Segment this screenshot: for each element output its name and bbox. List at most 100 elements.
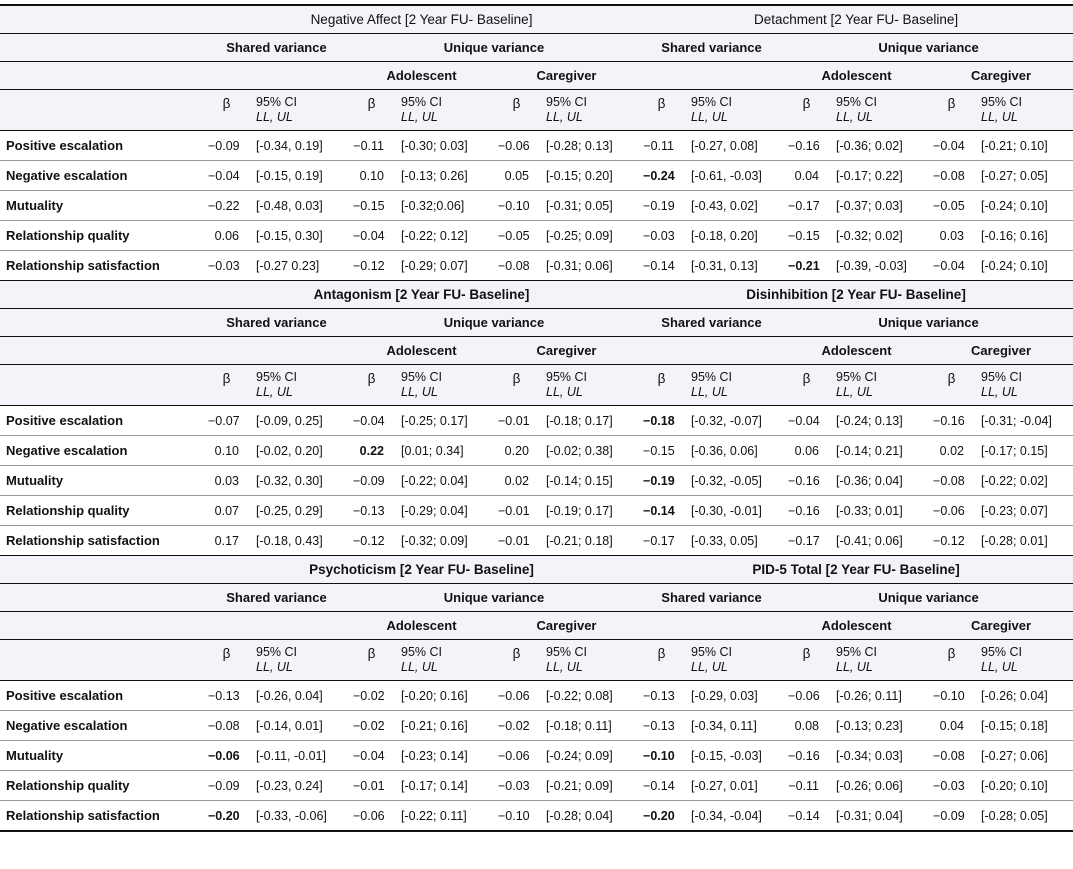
ci-llul-label: LL, UL <box>981 385 1018 399</box>
beta-value: −0.04 <box>929 250 975 281</box>
adolescent-header: Adolescent <box>784 611 930 640</box>
beta-value: −0.13 <box>349 495 394 526</box>
ci-value: [-0.32;0.06] <box>394 190 494 221</box>
beta-header: β <box>639 89 685 131</box>
beta-value: −0.04 <box>349 405 394 436</box>
beta-value: 0.10 <box>204 435 249 466</box>
beta-value: −0.16 <box>929 405 975 436</box>
beta-value: −0.06 <box>349 800 394 831</box>
beta-value: −0.21 <box>784 250 830 281</box>
ci-value: [-0.14; 0.21] <box>829 435 930 466</box>
ci-value: [-0.27; 0.05] <box>974 160 1073 191</box>
ci-value: [-0.02; 0.38] <box>539 435 640 466</box>
ci-value: [-0.15, 0.19] <box>249 160 349 191</box>
beta-value: −0.03 <box>494 770 539 801</box>
ci-value: [-0.31; -0.04] <box>974 405 1073 436</box>
panel-2: Antagonism [2 Year FU- Baseline] Disinhib… <box>0 280 1073 556</box>
ci-value: [-0.31, 0.13] <box>684 250 785 281</box>
beta-value: −0.19 <box>639 465 685 496</box>
ci-value: [-0.20; 0.16] <box>394 680 494 711</box>
ci-value: [-0.33, 0.05] <box>684 525 785 556</box>
ci-value: [-0.36; 0.04] <box>829 465 930 496</box>
row-label: Relationship quality <box>0 220 204 251</box>
beta-value: −0.15 <box>784 220 830 251</box>
beta-value: −0.14 <box>639 495 685 526</box>
stat-spacer <box>0 89 204 131</box>
row-label: Positive escalation <box>0 405 204 436</box>
ci-header-label: 95% CI <box>981 95 1023 109</box>
ci-value: [-0.33; 0.01] <box>829 495 930 526</box>
table-row: Relationship quality 0.07 [-0.25, 0.29] −0.… <box>0 495 1073 526</box>
ci-header: 95% CI LL, UL <box>684 89 785 131</box>
ci-value: [-0.19; 0.17] <box>539 495 640 526</box>
beta-value: −0.15 <box>639 435 685 466</box>
ci-value: [-0.28; 0.04] <box>539 800 640 831</box>
table-row: Relationship quality 0.06 [-0.15, 0.30] −0.… <box>0 220 1073 251</box>
ci-header: 95% CI LL, UL <box>684 639 785 681</box>
ci-header-label: 95% CI <box>981 370 1023 384</box>
caregiver-header: Caregiver <box>929 61 1073 90</box>
ci-value: [-0.32, -0.07] <box>684 405 785 436</box>
ci-value: [0.01; 0.34] <box>394 435 494 466</box>
rater-empty <box>639 61 785 90</box>
ci-value: [-0.24; 0.10] <box>974 250 1073 281</box>
ci-value: [-0.27; 0.06] <box>974 740 1073 771</box>
ci-value: [-0.61, -0.03] <box>684 160 785 191</box>
beta-value: −0.16 <box>784 465 830 496</box>
ci-header: 95% CI LL, UL <box>974 639 1073 681</box>
unique-variance-header: Unique variance <box>784 583 1073 612</box>
ci-value: [-0.15, 0.30] <box>249 220 349 251</box>
shared-variance-header: Shared variance <box>639 583 785 612</box>
panel-title-row: Antagonism [2 Year FU- Baseline] Disinhib… <box>0 280 1073 309</box>
ci-llul-label: LL, UL <box>691 660 728 674</box>
beta-value: −0.11 <box>349 130 394 161</box>
beta-value: 0.03 <box>929 220 975 251</box>
beta-value: −0.08 <box>929 740 975 771</box>
ci-value: [-0.39, -0.03] <box>829 250 930 281</box>
beta-value: −0.06 <box>929 495 975 526</box>
beta-value: −0.08 <box>204 710 249 741</box>
ci-llul-label: LL, UL <box>836 110 873 124</box>
ci-header: 95% CI LL, UL <box>539 364 640 406</box>
ci-header-label: 95% CI <box>401 370 442 384</box>
ci-value: [-0.28; 0.13] <box>539 130 640 161</box>
beta-value: −0.10 <box>494 800 539 831</box>
ci-value: [-0.21; 0.10] <box>974 130 1073 161</box>
beta-value: −0.14 <box>784 800 830 831</box>
table-row: Relationship satisfaction 0.17 [-0.18, 0.4… <box>0 525 1073 556</box>
ci-header-label: 95% CI <box>836 95 878 109</box>
variance-spacer <box>0 33 204 62</box>
beta-value: −0.09 <box>204 770 249 801</box>
ci-value: [-0.29; 0.07] <box>394 250 494 281</box>
caregiver-header: Caregiver <box>494 611 640 640</box>
adolescent-header: Adolescent <box>784 61 930 90</box>
ci-value: [-0.37; 0.03] <box>829 190 930 221</box>
beta-value: −0.02 <box>349 680 394 711</box>
ci-value: [-0.25; 0.17] <box>394 405 494 436</box>
unique-variance-header: Unique variance <box>349 308 640 337</box>
ci-header: 95% CI LL, UL <box>394 639 494 681</box>
beta-value: −0.04 <box>784 405 830 436</box>
beta-value: −0.08 <box>494 250 539 281</box>
beta-header: β <box>349 364 394 406</box>
ci-value: [-0.27, 0.08] <box>684 130 785 161</box>
beta-value: −0.17 <box>639 525 685 556</box>
ci-value: [-0.15, -0.03] <box>684 740 785 771</box>
ci-value: [-0.23, 0.24] <box>249 770 349 801</box>
ci-value: [-0.26; 0.04] <box>974 680 1073 711</box>
ci-value: [-0.09, 0.25] <box>249 405 349 436</box>
beta-value: −0.01 <box>494 525 539 556</box>
beta-value: 0.04 <box>784 160 830 191</box>
ci-value: [-0.23; 0.07] <box>974 495 1073 526</box>
rater-empty <box>639 336 785 365</box>
ci-value: [-0.18, 0.20] <box>684 220 785 251</box>
ci-value: [-0.02, 0.20] <box>249 435 349 466</box>
beta-header: β <box>784 89 830 131</box>
beta-header: β <box>784 639 830 681</box>
shared-variance-header: Shared variance <box>639 308 785 337</box>
beta-value: −0.06 <box>494 680 539 711</box>
ci-llul-label: LL, UL <box>981 110 1018 124</box>
panel-1: Negative Affect [2 Year FU- Baseline] Det… <box>0 5 1073 281</box>
beta-value: 0.22 <box>349 435 394 466</box>
stat-header-row: β 95% CI LL, UL β 95% CI LL, UL β 95% CI LL, UL β… <box>0 639 1073 681</box>
